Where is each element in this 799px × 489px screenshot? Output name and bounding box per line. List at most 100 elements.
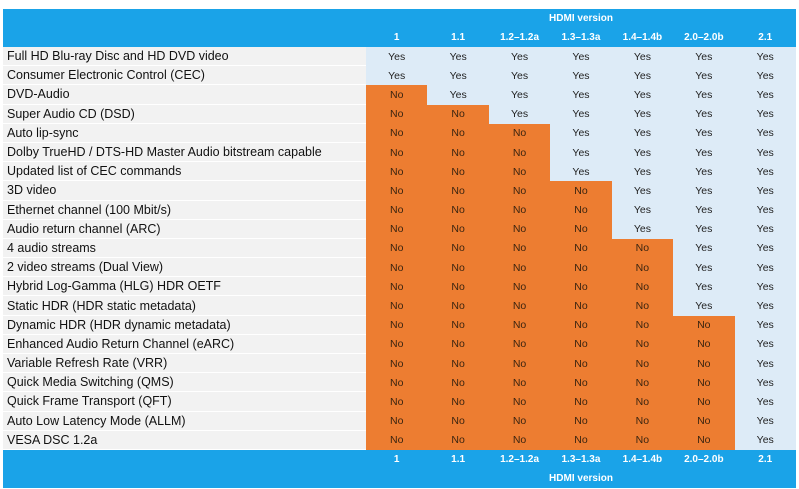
version-header-cell: 1.2–1.2a [500,453,540,465]
support-cell: Yes [673,181,735,201]
support-cell: Yes [611,47,674,67]
support-cell: No [611,258,674,278]
version-header-cell: 1.3–1.3a [561,453,601,465]
support-cell: Yes [550,104,612,124]
support-cell: No [488,411,551,431]
version-header-cell: 2.0–2.0b [684,453,724,465]
table-row: Ethernet channel (100 Mbit/s) No No No No Yes… [3,200,796,220]
support-cell: Yes [550,85,612,105]
support-cell: No [550,296,612,316]
support-cell: Yes [550,47,612,67]
support-cell: No [366,123,428,143]
table-row: Super Audio CD (DSD) No No Yes Yes Yes Yes Yes [3,104,796,124]
feature-label: Enhanced Audio Return Channel (eARC) [3,334,366,354]
support-cell: Yes [488,85,551,105]
support-cell: Yes [734,315,796,335]
support-cell: No [427,315,489,335]
support-cell: Yes [550,123,612,143]
support-cell: Yes [673,104,735,124]
support-cell: No [427,181,489,201]
support-cell: Yes [673,123,735,143]
support-cell: No [550,411,612,431]
support-cell: Yes [673,277,735,297]
feature-label: Consumer Electronic Control (CEC) [3,66,366,86]
support-cell: Yes [734,47,796,67]
table-row: Variable Refresh Rate (VRR) No No No No No No Y… [3,354,796,374]
version-row-spacer [3,28,366,47]
header-title: HDMI version [549,13,613,24]
support-cell: No [488,315,551,335]
table-row: Quick Media Switching (QMS) No No No No No No Y… [3,373,796,393]
support-cell: No [673,334,735,354]
feature-label: Auto lip-sync [3,123,366,143]
support-cell: No [488,334,551,354]
support-cell: No [488,258,551,278]
support-cell: Yes [734,200,796,220]
support-cell: Yes [734,258,796,278]
feature-label: Auto Low Latency Mode (ALLM) [3,411,366,431]
support-cell: Yes [734,430,796,450]
support-cell: No [611,315,674,335]
support-cell: Yes [673,66,735,86]
support-cell: Yes [366,66,428,86]
support-cell: Yes [673,219,735,239]
table-row: Full HD Blu-ray Disc and HD DVD video Yes… [3,47,796,67]
version-header-cell: 1.1 [451,32,466,43]
support-cell: No [488,430,551,450]
support-cell: No [673,392,735,412]
support-cell: No [488,162,551,182]
version-header-cell: 1.4–1.4b [622,453,663,465]
support-cell: No [611,277,674,297]
header-version-row: 1 1.1 1.2–1.2a 1.3–1.3a 1.4–1.4b 2.0–2.0b 2.1 [3,28,796,47]
support-cell: Yes [550,142,612,163]
feature-label: Quick Frame Transport (QFT) [3,392,366,412]
support-cell: No [366,277,428,297]
support-cell: No [427,277,489,297]
feature-label: 4 audio streams [3,238,366,259]
support-cell: Yes [734,392,796,412]
table-row: 4 audio streams No No No No No Yes Yes [3,238,796,259]
support-cell: No [427,219,489,239]
support-cell: No [366,200,428,220]
support-cell: No [488,181,551,201]
feature-label: Static HDR (HDR static metadata) [3,296,366,316]
support-cell: No [673,373,735,393]
support-cell: No [366,373,428,393]
support-cell: Yes [427,66,489,86]
support-cell: No [611,238,674,259]
table-row: Auto lip-sync No No No Yes Yes Yes Yes [3,123,796,143]
support-cell: No [427,430,489,450]
feature-label: Dynamic HDR (HDR dynamic metadata) [3,315,366,335]
support-cell: Yes [734,277,796,297]
support-cell: Yes [734,162,796,182]
support-cell: No [550,181,612,201]
table-row: Enhanced Audio Return Channel (eARC) No No… [3,334,796,354]
footer-title: HDMI version [549,472,613,484]
support-cell: No [366,85,428,105]
version-header-cell: 2.0–2.0b [684,32,724,43]
support-cell: No [611,296,674,316]
support-cell: No [366,258,428,278]
support-cell: Yes [734,219,796,239]
support-cell: No [366,354,428,374]
support-cell: No [488,296,551,316]
support-cell: No [550,219,612,239]
support-cell: No [550,258,612,278]
support-cell: No [550,238,612,259]
footer-version-row: 1 1.1 1.2–1.2a 1.3–1.3a 1.4–1.4b 2.0–2.0b 2.1 [3,449,796,469]
support-cell: No [427,258,489,278]
support-cell: No [366,162,428,182]
table-row: Hybrid Log-Gamma (HLG) HDR OETF No No No No N… [3,277,796,297]
support-cell: Yes [550,66,612,86]
support-cell: Yes [611,142,674,163]
hdmi-feature-table: HDMI version 1 1.1 1.2–1.2a 1.3–1.3a 1.4–1.4… [3,9,796,488]
support-cell: Yes [611,162,674,182]
support-cell: Yes [734,104,796,124]
support-cell: No [366,392,428,412]
version-header-cell: 1 [393,32,400,43]
feature-label: Super Audio CD (DSD) [3,104,366,124]
support-cell: No [611,354,674,374]
support-cell: No [366,104,428,124]
support-cell: No [488,142,551,163]
support-cell: No [366,142,428,163]
